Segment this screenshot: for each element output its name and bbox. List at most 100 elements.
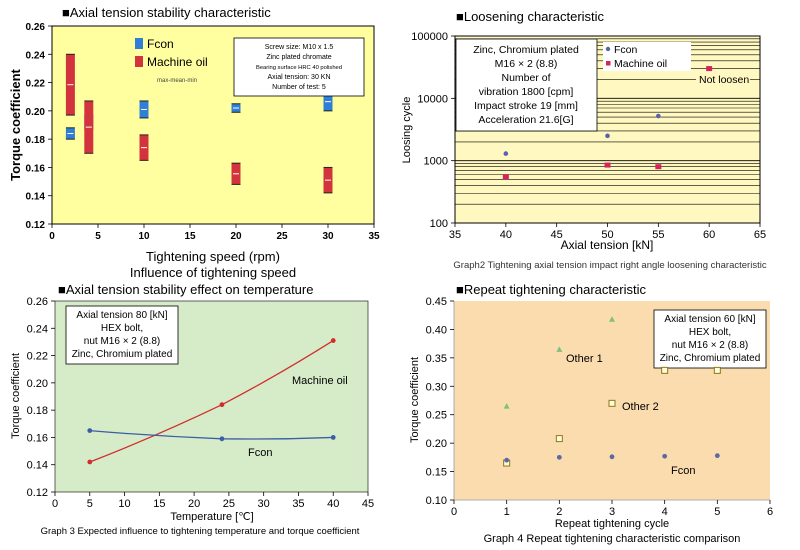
y-tick-label: 0.15: [426, 467, 447, 479]
y-tick-label: 1000: [424, 156, 448, 168]
y-tick-label: 0.16: [27, 432, 48, 444]
legend-label-fcon: Fcon: [147, 37, 174, 51]
x-tick-label: 25: [223, 498, 235, 510]
legend-swatch-machine-oil: [135, 56, 143, 67]
x-tick-label: 10: [118, 498, 130, 510]
point-machine-oil: [219, 402, 225, 408]
legend-marker-fcon: [605, 46, 611, 52]
info-line: nut M16 × 2 (8.8): [672, 340, 748, 351]
y-tick-label: 0.18: [27, 405, 48, 417]
x-tick-label: 2: [556, 506, 562, 518]
point-other-2: [713, 366, 721, 374]
y-axis-label: Torque coefficient: [8, 68, 23, 180]
info-box: [653, 309, 767, 369]
legend-marker-machine-oil: [606, 61, 611, 66]
series-label-machine-oil: Machine oil: [292, 375, 348, 387]
point-other-1: [609, 316, 615, 322]
y-tick-label: 0.16: [26, 163, 46, 174]
point-machine-oil: [330, 338, 336, 343]
y-tick-label: 0.20: [26, 107, 46, 118]
x-tick-label: 40: [500, 229, 512, 241]
point-fcon: [605, 133, 610, 139]
y-tick-label: 0.25: [426, 410, 447, 422]
point-other-2: [661, 366, 669, 374]
y-tick-label: 100000: [411, 31, 448, 43]
y-tick-label: 0.26: [27, 296, 48, 308]
x-axis-label: Axial tension [kN]: [561, 238, 654, 252]
chart-caption: Graph2 Tightening axial tension impact r…: [453, 260, 766, 271]
y-tick-label: 0.18: [26, 135, 46, 146]
y-tick-label: 0.12: [26, 220, 46, 231]
legend: Fcon Machine oil: [135, 37, 208, 69]
x-tick-label: 15: [184, 231, 196, 242]
point-machine-oil: [655, 164, 662, 170]
y-axis-label: Loosing cycle: [401, 97, 413, 164]
x-tick-label: 55: [652, 229, 664, 241]
x-tick-label: 35: [292, 498, 304, 510]
info-box-text: Axial tension 80 [kN] HEX bolt, nut M16 …: [72, 310, 173, 360]
y-axis-label: Torque coefficient: [409, 357, 421, 443]
info-line: M16 × 2 (8.8): [495, 58, 558, 70]
x-tick-label: 35: [449, 229, 461, 241]
y-tick-label: 0.22: [26, 79, 46, 90]
legend-box: [603, 42, 691, 71]
series-label-other-2: Other 2: [622, 401, 659, 413]
info-line: Screw size: M10 x 1.5: [265, 44, 334, 51]
point-other-2: [608, 399, 616, 407]
chart-caption: Influence of tightening speed: [130, 265, 296, 280]
y-tick-label: 0.45: [426, 296, 447, 308]
y-tick-label: 0.12: [27, 487, 48, 499]
point-machine-oil: [604, 162, 611, 168]
series-label-fcon: Fcon: [671, 465, 695, 477]
x-tick-label: 0: [49, 231, 55, 242]
legend-label-machine-oil: Machine oil: [147, 55, 208, 69]
point-fcon: [609, 454, 615, 460]
y-tick-label: 0.20: [27, 378, 48, 390]
x-tick-label: 35: [368, 231, 380, 242]
y-tick-label: 0.10: [426, 495, 447, 507]
y-tick-label: 0.26: [26, 22, 46, 33]
info-line: HEX bolt,: [101, 323, 143, 334]
x-tick-label: 3: [609, 506, 615, 518]
info-box-text: Axial tension 60 [kN] HEX bolt, nut M16 …: [660, 314, 761, 364]
x-tick-label: 15: [153, 498, 165, 510]
x-axis-label: Repeat tightening cycle: [555, 518, 669, 530]
info-line: Bearing surface HRC 40 polished: [256, 65, 342, 71]
x-tick-label: 5: [95, 231, 101, 242]
point-other-1: [556, 346, 563, 352]
chart-title: ■Axial tension stability effect on tempe…: [58, 282, 313, 297]
chart-tightening-speed: ■Axial tension stability characteristic …: [8, 5, 380, 280]
series-label-other-1: Other 1: [566, 353, 603, 365]
x-tick-label: 0: [52, 498, 58, 510]
y-tick-label: 0.35: [426, 353, 447, 365]
x-tick-label: 20: [188, 498, 200, 510]
legend: Fcon Machine oil: [603, 42, 691, 71]
x-tick-label: 65: [754, 229, 766, 241]
info-line: Number of test: 5: [272, 84, 326, 91]
point-fcon: [714, 453, 720, 459]
series-label-fcon: Fcon: [248, 447, 272, 459]
point-fcon: [656, 113, 661, 119]
info-line: Acceleration 21.6[G]: [478, 114, 573, 126]
point-fcon: [504, 457, 510, 463]
info-line: HEX bolt,: [689, 327, 731, 338]
point-fcon: [503, 151, 509, 156]
y-tick-label: 0.40: [426, 324, 447, 336]
point-fcon: [556, 454, 562, 460]
point-machine-oil: [502, 174, 509, 180]
x-tick-label: 40: [327, 498, 339, 510]
point-machine-oil: [87, 459, 93, 465]
info-line: Zinc, Chromium plated: [72, 349, 173, 360]
point-other-2: [555, 435, 563, 443]
legend-label-fcon: Fcon: [614, 44, 638, 56]
info-box: [233, 37, 365, 97]
point-other-1: [503, 403, 510, 409]
max-mean-min-label: max-mean-min: [157, 78, 197, 84]
annotation-bg: [696, 72, 750, 86]
legend-label-machine-oil: Machine oil: [614, 58, 667, 70]
x-tick-label: 45: [551, 229, 563, 241]
x-tick-label: 1: [504, 506, 510, 518]
info-line: Axial tension 80 [kN]: [76, 310, 167, 321]
x-tick-label: 6: [767, 506, 773, 518]
info-line: Impact stroke 19 [mm]: [474, 100, 578, 112]
